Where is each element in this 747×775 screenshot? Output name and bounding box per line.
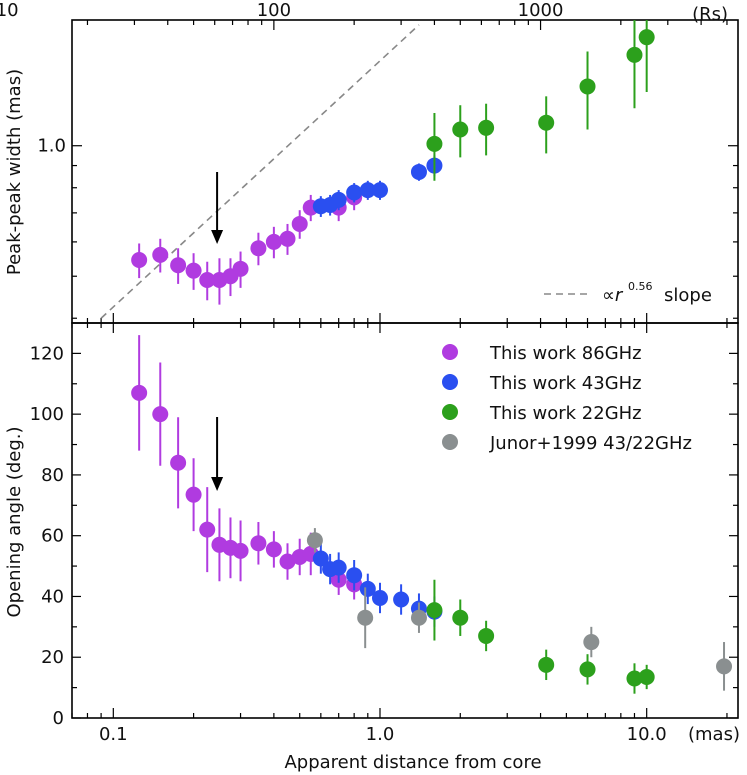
data-point bbox=[199, 272, 216, 289]
x-tick-label: 10.0 bbox=[627, 724, 667, 745]
data-point bbox=[265, 233, 282, 250]
data-point bbox=[185, 262, 202, 279]
data-point bbox=[232, 260, 249, 277]
data-point bbox=[410, 163, 427, 180]
data-point bbox=[330, 559, 347, 576]
data-point bbox=[131, 251, 148, 268]
top-panel: 10 100 1000 1.0 bbox=[0, 0, 739, 324]
data-point bbox=[152, 246, 169, 263]
y-tick-label: 0 bbox=[53, 708, 64, 729]
data-point bbox=[232, 542, 249, 559]
top-frame bbox=[71, 19, 739, 324]
data-point bbox=[170, 454, 187, 471]
slope-label-exponent: 0.56 bbox=[628, 280, 653, 293]
data-point bbox=[410, 609, 427, 626]
data-point bbox=[185, 486, 202, 503]
y-tick-label: 100 bbox=[30, 404, 64, 425]
legend-label: This work 86GHz bbox=[489, 343, 642, 364]
legend-label: This work 43GHz bbox=[489, 373, 642, 394]
legend-marker bbox=[442, 404, 458, 420]
top-ylabel: Peak-peak width (mas) bbox=[4, 69, 25, 275]
data-point bbox=[250, 240, 267, 257]
data-point bbox=[279, 553, 296, 570]
y-tick-label: 40 bbox=[41, 586, 64, 607]
legend: This work 86GHz This work 43GHz This work … bbox=[442, 343, 692, 454]
data-point bbox=[716, 658, 733, 675]
legend-marker bbox=[442, 434, 458, 450]
data-point bbox=[170, 257, 187, 274]
data-point bbox=[346, 184, 363, 201]
data-point bbox=[371, 589, 388, 606]
data-point bbox=[638, 29, 655, 46]
top-axis-unit: (Rs) bbox=[692, 4, 728, 25]
arrow-head bbox=[211, 477, 224, 491]
y-tick-label: 1.0 bbox=[37, 136, 66, 157]
data-point bbox=[152, 406, 169, 423]
data-point bbox=[312, 550, 329, 567]
bottom-ylabel: Opening angle (deg.) bbox=[4, 427, 25, 618]
data-point bbox=[538, 114, 555, 131]
y-tick-label: 120 bbox=[30, 343, 64, 364]
x-tick-label: 1.0 bbox=[366, 724, 395, 745]
data-point bbox=[579, 661, 596, 678]
data-point bbox=[426, 135, 443, 152]
data-point bbox=[330, 191, 347, 208]
data-point bbox=[579, 78, 596, 95]
data-point bbox=[478, 627, 495, 644]
data-point bbox=[583, 634, 600, 651]
data-point bbox=[452, 609, 469, 626]
slope-label-suffix: slope bbox=[664, 285, 712, 306]
data-point bbox=[426, 602, 443, 619]
y-tick-label: 60 bbox=[41, 526, 64, 547]
data-point bbox=[279, 230, 296, 247]
legend-marker bbox=[442, 374, 458, 390]
data-point bbox=[306, 532, 323, 549]
slope-label: ∝r 0.56 slope bbox=[602, 280, 712, 306]
data-point bbox=[359, 580, 376, 597]
data-point bbox=[452, 121, 469, 138]
bottom-panel: 0.1 1.0 10.0 0 20 40 60 80 100 120 bbox=[30, 322, 739, 745]
data-point bbox=[357, 609, 374, 626]
data-point bbox=[538, 656, 555, 673]
data-point bbox=[393, 591, 410, 608]
data-point bbox=[371, 182, 388, 199]
data-point bbox=[359, 182, 376, 199]
data-point bbox=[626, 46, 643, 63]
rs-tick-label: 10 bbox=[0, 0, 19, 21]
data-point bbox=[265, 541, 282, 558]
bottom-frame bbox=[71, 322, 739, 719]
data-point bbox=[291, 215, 308, 232]
data-point bbox=[626, 670, 643, 687]
fit-line bbox=[100, 24, 420, 319]
data-point bbox=[478, 119, 495, 136]
slope-label-prefix: ∝r bbox=[602, 285, 624, 306]
rs-tick-label: 1000 bbox=[518, 0, 564, 21]
x-axis-unit: (mas) bbox=[688, 724, 740, 745]
data-point bbox=[131, 384, 148, 401]
y-tick-label: 80 bbox=[41, 465, 64, 486]
rs-tick-label: 100 bbox=[257, 0, 291, 21]
arrow-head bbox=[211, 230, 224, 244]
x-tick-label: 0.1 bbox=[99, 724, 128, 745]
data-point bbox=[638, 668, 655, 685]
y-tick-label: 20 bbox=[41, 647, 64, 668]
legend-label: Junor+1999 43/22GHz bbox=[489, 433, 692, 454]
data-point bbox=[199, 521, 216, 538]
legend-label: This work 22GHz bbox=[489, 403, 642, 424]
data-point bbox=[346, 567, 363, 584]
legend-marker bbox=[442, 344, 458, 360]
x-axis-label: Apparent distance from core bbox=[284, 752, 541, 773]
data-point bbox=[250, 535, 267, 552]
